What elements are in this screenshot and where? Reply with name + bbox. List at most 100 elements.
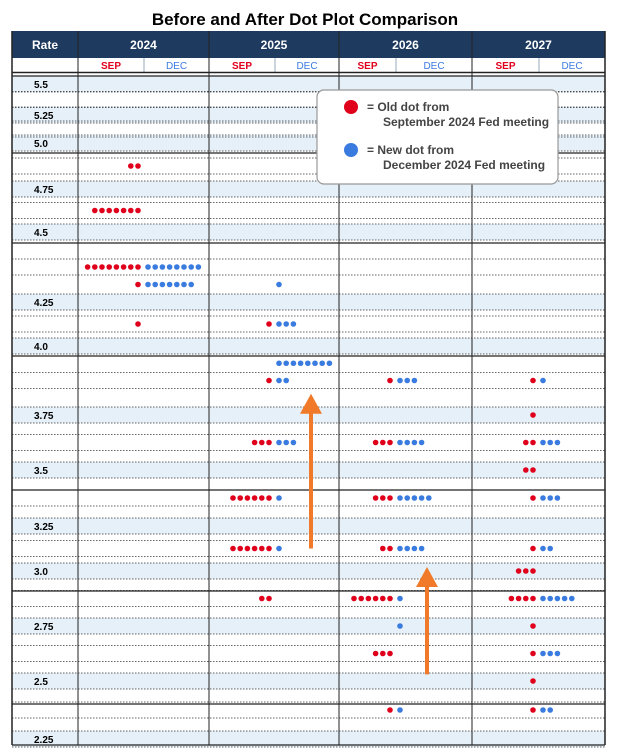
dec-dot [397, 595, 403, 602]
sep-dot [244, 545, 251, 552]
dec-dot [188, 281, 194, 288]
rate-tick-label: 5.5 [34, 80, 48, 91]
legend-box [316, 89, 559, 185]
chart-title: Before and After Dot Plot Comparison [152, 10, 458, 29]
dec-dot [554, 595, 561, 602]
sep-dot [351, 595, 357, 602]
dec-dot [411, 495, 418, 501]
dec-dot [404, 545, 411, 552]
dec-dot [290, 321, 297, 327]
sep-dot [251, 545, 258, 552]
dec-dot [283, 360, 290, 367]
sep-dot [365, 595, 372, 602]
rate-band [12, 462, 605, 478]
dec-dot [397, 377, 403, 384]
rate-tick-label: 4.75 [34, 185, 54, 196]
dec-dot [276, 377, 282, 384]
dec-dot [297, 360, 304, 367]
sep-dot [372, 650, 379, 657]
sep-dot [387, 439, 393, 446]
dec-dot [195, 264, 202, 270]
dec-dot [404, 495, 411, 501]
dec-dot [554, 439, 561, 446]
header-background [12, 31, 605, 58]
rate-band [12, 563, 605, 579]
rate-band [12, 518, 605, 534]
dec-dot [426, 495, 432, 501]
rate-band [12, 338, 605, 354]
sep-dot [530, 467, 536, 473]
rate-tick-label: 5.25 [34, 111, 54, 122]
year-header-2026: 2026 [392, 38, 419, 52]
sep-dot [135, 207, 141, 214]
dec-dot [554, 495, 561, 501]
sep-dot [530, 495, 536, 501]
sep-dot [523, 595, 529, 602]
sep-dot [372, 495, 379, 501]
dec-dot [411, 377, 418, 384]
dec-dot [145, 264, 151, 270]
dec-dot [397, 623, 403, 629]
dec-dot [276, 321, 282, 327]
dec-dot [547, 707, 553, 713]
sep-dot [387, 595, 393, 602]
dec-dot [554, 650, 561, 657]
sep-dot [266, 439, 272, 446]
year-header-2027: 2027 [525, 38, 552, 52]
dec-dot [174, 281, 180, 288]
sep-dot [237, 545, 243, 552]
rate-tick-label: 4.5 [34, 228, 48, 239]
sep-label: SEP [357, 61, 377, 72]
dec-dot [181, 264, 187, 270]
sep-dot [120, 264, 127, 270]
sep-dot [106, 264, 112, 270]
dec-dot [540, 707, 546, 713]
dec-dot [397, 707, 403, 713]
sep-dot [387, 545, 393, 552]
sep-dot [92, 264, 98, 270]
sep-dot [387, 495, 393, 501]
dec-dot [540, 650, 546, 657]
dec-dot [418, 545, 425, 552]
sep-dot [387, 650, 393, 657]
rate-header: Rate [32, 38, 58, 52]
dec-dot [547, 545, 553, 552]
rate-tick-label: 2.75 [34, 622, 54, 633]
dec-dot [411, 545, 418, 552]
sep-dot [380, 650, 386, 657]
dec-dot [561, 595, 568, 602]
legend: = Old dot from September 2024 Fed meeting… [316, 89, 559, 185]
rate-tick-label: 3.5 [34, 466, 48, 477]
sep-dot [266, 377, 272, 384]
dec-dot [290, 439, 297, 446]
dec-dot [290, 360, 297, 367]
rate-band [12, 407, 605, 423]
dec-dot [547, 595, 553, 602]
sep-dot [372, 595, 379, 602]
sep-dot [92, 207, 98, 214]
sep-dot [259, 439, 265, 446]
sep-dot [372, 439, 379, 446]
sep-dot [128, 207, 134, 214]
dec-dot [540, 545, 546, 552]
dec-dot [145, 281, 151, 288]
sep-dot [387, 707, 393, 713]
sep-dot [508, 595, 515, 602]
sep-dot [135, 321, 141, 327]
dec-dot [319, 360, 326, 367]
sep-dot [523, 439, 529, 446]
dec-dot [152, 264, 158, 270]
rate-tick-label: 5.0 [34, 139, 48, 150]
sep-label: SEP [495, 61, 515, 72]
sep-dot [266, 321, 272, 327]
dec-dot [404, 439, 411, 446]
sep-dot [358, 595, 365, 602]
sep-dot [530, 568, 536, 574]
sep-dot [530, 595, 536, 602]
sep-dot [530, 678, 536, 684]
rate-tick-label: 3.25 [34, 522, 54, 533]
sep-dot [523, 467, 529, 473]
legend-old-dot [344, 100, 358, 114]
sep-dot [530, 439, 536, 446]
dec-dot [152, 281, 158, 288]
